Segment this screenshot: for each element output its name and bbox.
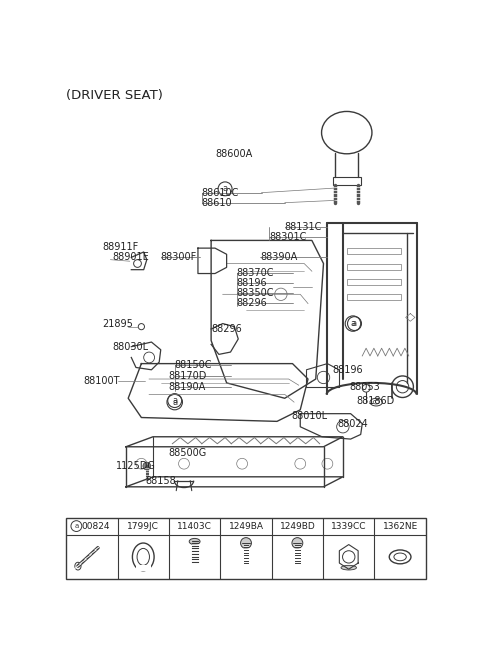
- Text: 88158: 88158: [145, 476, 176, 485]
- Bar: [347, 279, 401, 285]
- Text: 88196: 88196: [333, 365, 363, 375]
- Text: 88053: 88053: [350, 382, 381, 392]
- Ellipse shape: [341, 565, 357, 570]
- Text: 88186D: 88186D: [356, 396, 394, 405]
- Text: 88100T: 88100T: [83, 375, 120, 386]
- Text: 88150C: 88150C: [175, 360, 212, 370]
- Text: 88610: 88610: [202, 197, 232, 208]
- Text: a: a: [172, 398, 177, 407]
- Text: 1125DG: 1125DG: [116, 461, 156, 471]
- Text: a: a: [352, 319, 357, 328]
- Text: 88901E: 88901E: [113, 252, 149, 262]
- Text: 1362NE: 1362NE: [383, 522, 418, 531]
- Text: 88196: 88196: [237, 277, 267, 288]
- Text: 88010L: 88010L: [291, 411, 327, 421]
- Text: 88610C: 88610C: [202, 188, 239, 197]
- Ellipse shape: [189, 539, 200, 544]
- Text: 88370C: 88370C: [237, 268, 274, 277]
- Bar: [333, 177, 360, 185]
- Text: 00824: 00824: [82, 522, 110, 531]
- Text: 88030L: 88030L: [113, 342, 149, 352]
- Text: 88170D: 88170D: [168, 371, 207, 381]
- Text: 88300F: 88300F: [161, 252, 197, 262]
- Text: 88190A: 88190A: [168, 382, 206, 392]
- Text: a: a: [350, 319, 356, 328]
- Circle shape: [143, 462, 151, 470]
- Text: (DRIVER SEAT): (DRIVER SEAT): [66, 89, 163, 102]
- Text: 1249BA: 1249BA: [228, 522, 264, 531]
- Bar: [135, 565, 151, 571]
- Bar: [347, 248, 401, 255]
- Text: 1799JC: 1799JC: [127, 522, 159, 531]
- Text: 88131C: 88131C: [285, 222, 322, 232]
- Text: 88350C: 88350C: [237, 288, 274, 298]
- Text: 11403C: 11403C: [177, 522, 212, 531]
- Text: 21895: 21895: [103, 319, 133, 329]
- Text: 88600A: 88600A: [215, 149, 252, 159]
- Circle shape: [292, 538, 303, 548]
- Bar: [347, 295, 401, 300]
- Bar: [347, 264, 401, 270]
- Text: 88296: 88296: [237, 298, 267, 308]
- Circle shape: [240, 538, 252, 548]
- Text: 88024: 88024: [337, 419, 368, 428]
- Text: 88390A: 88390A: [260, 252, 297, 262]
- Text: a: a: [223, 184, 228, 194]
- Text: a: a: [172, 396, 177, 405]
- Bar: [66, 518, 426, 579]
- Text: 88296: 88296: [211, 324, 242, 334]
- Text: 1249BD: 1249BD: [279, 522, 315, 531]
- Text: 1339CC: 1339CC: [331, 522, 367, 531]
- Text: 88500G: 88500G: [168, 448, 207, 458]
- Text: 88911F: 88911F: [103, 241, 139, 252]
- Text: a: a: [74, 523, 79, 529]
- Text: 88301C: 88301C: [269, 232, 307, 241]
